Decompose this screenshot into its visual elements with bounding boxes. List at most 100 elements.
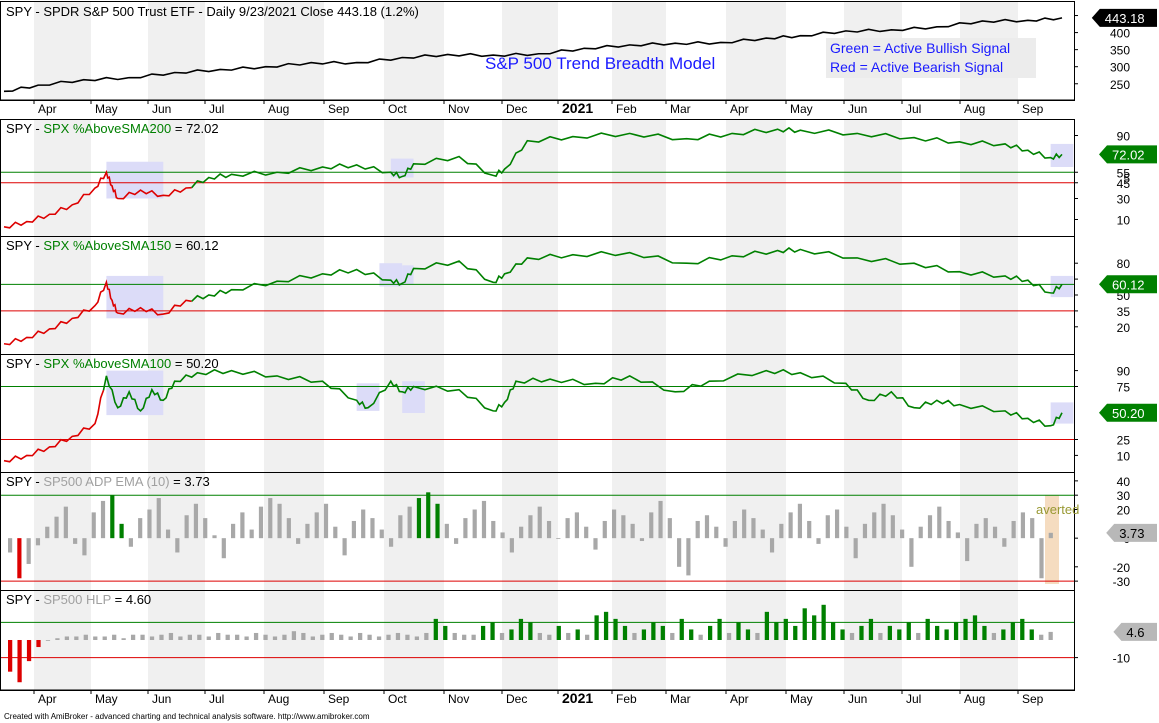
month-band xyxy=(612,590,666,690)
adp-bar xyxy=(872,512,877,539)
sma200-panel: 103045559005SPY - SPX %AboveSMA200 = 72.… xyxy=(0,119,1157,237)
adp-bar xyxy=(546,520,552,539)
adp-bar xyxy=(862,523,868,539)
sma200-box xyxy=(1099,145,1157,164)
month-band xyxy=(384,236,444,354)
month-label: Jul xyxy=(906,102,921,116)
hlp-bar xyxy=(83,634,88,640)
adp-bar xyxy=(370,518,375,539)
month-label: Oct xyxy=(388,692,407,706)
adp-bar xyxy=(611,509,617,539)
month-band xyxy=(34,119,91,236)
adp-bar xyxy=(509,538,514,553)
hlp-bar xyxy=(972,615,978,640)
adp-bar xyxy=(17,538,22,579)
month-band xyxy=(502,236,558,354)
price-title: SPY - SPDR S&P 500 Trust ETF - Daily 9/2… xyxy=(6,4,419,19)
hlp-bar xyxy=(367,634,372,640)
month-band xyxy=(612,1,666,100)
adp-bar xyxy=(1030,518,1035,539)
panel-series-label: SPX %AboveSMA150 xyxy=(43,238,171,253)
sma200-bullish-line xyxy=(191,126,1063,189)
adp-bar xyxy=(556,538,561,539)
hlp-bar xyxy=(916,632,921,640)
adp-bar xyxy=(834,509,840,539)
adp-bar xyxy=(305,523,310,539)
hlp-bar xyxy=(112,634,117,640)
adp-bar xyxy=(258,506,264,539)
adp-bar xyxy=(1039,538,1044,579)
hlp-bar xyxy=(74,636,79,640)
month-band xyxy=(612,472,666,590)
month-band xyxy=(34,236,91,354)
adp-bar xyxy=(203,518,208,539)
price-line xyxy=(3,17,1063,93)
y-tick-label: 20 xyxy=(1117,321,1131,335)
adp-bar xyxy=(342,538,347,556)
month-label: Nov xyxy=(448,102,469,116)
adp-bar xyxy=(658,500,663,539)
adp-bar xyxy=(890,515,895,539)
hlp-bar xyxy=(745,629,751,640)
adp-bar xyxy=(844,526,849,539)
adp-bar xyxy=(1020,512,1026,539)
panel-title-prefix: SPY - xyxy=(6,121,43,136)
month-band xyxy=(726,1,786,100)
y-tick-label: 30 xyxy=(1117,193,1131,207)
adp-bar xyxy=(100,500,106,539)
adp-bar xyxy=(686,538,691,576)
sma100-panel: 102575900SPY - SPX %AboveSMA100 = 50.205… xyxy=(0,354,1157,473)
adp-bar xyxy=(584,526,589,539)
hlp-bar xyxy=(462,634,467,640)
panel-title-prefix: SPY - xyxy=(6,592,43,607)
adp-bar xyxy=(918,526,923,539)
panel-title: SPY - SP500 HLP = 4.60 xyxy=(6,592,151,607)
hlp-bar xyxy=(140,634,145,640)
adp-bar xyxy=(8,538,13,553)
sma150-bearish-line xyxy=(3,279,192,346)
hlp-bar xyxy=(499,632,505,640)
adp-bar xyxy=(286,518,291,539)
adp-bar xyxy=(714,526,719,539)
month-label: Aug xyxy=(964,102,985,116)
hlp-bar xyxy=(708,625,713,640)
adp-bar xyxy=(379,529,384,539)
sma150-box xyxy=(1099,275,1157,294)
sma200-value-label: 72.02 xyxy=(1112,147,1145,162)
y-tick-label: 350 xyxy=(1110,44,1130,58)
adp-bar xyxy=(992,526,998,539)
month-band xyxy=(264,119,324,236)
hlp-bar xyxy=(603,611,609,640)
hlp-bar xyxy=(1039,634,1044,640)
adp-bar xyxy=(779,523,784,539)
hlp-bar xyxy=(55,638,60,640)
month-band xyxy=(34,354,91,472)
month-band xyxy=(612,119,666,236)
adp-bar xyxy=(900,529,905,539)
adp-bar xyxy=(361,509,366,539)
adp-bar xyxy=(82,538,87,556)
hlp-bar xyxy=(660,625,665,640)
month-label: May xyxy=(95,102,118,116)
adp-bar xyxy=(983,518,988,539)
hlp-bar xyxy=(878,632,883,640)
hlp-bar xyxy=(121,638,126,640)
adp-bar xyxy=(119,523,124,539)
hlp-bar xyxy=(821,604,826,640)
month-label: Jun xyxy=(848,102,867,116)
hlp-bar xyxy=(982,625,987,640)
month-label: May xyxy=(95,692,118,706)
adp-bar xyxy=(593,538,598,550)
hlp-bar xyxy=(764,611,770,640)
hlp-bar xyxy=(187,634,192,640)
y-tick-label: 250 xyxy=(1110,78,1130,92)
hlp-bar xyxy=(726,632,732,640)
month-band xyxy=(960,590,1018,690)
adp-bar xyxy=(974,523,979,539)
month-band xyxy=(264,472,324,590)
hlp-bar xyxy=(528,622,533,640)
adp-bar xyxy=(630,523,635,539)
adp-bar xyxy=(212,535,217,539)
hlp-bar xyxy=(159,634,164,640)
hlp-bar xyxy=(329,632,334,640)
